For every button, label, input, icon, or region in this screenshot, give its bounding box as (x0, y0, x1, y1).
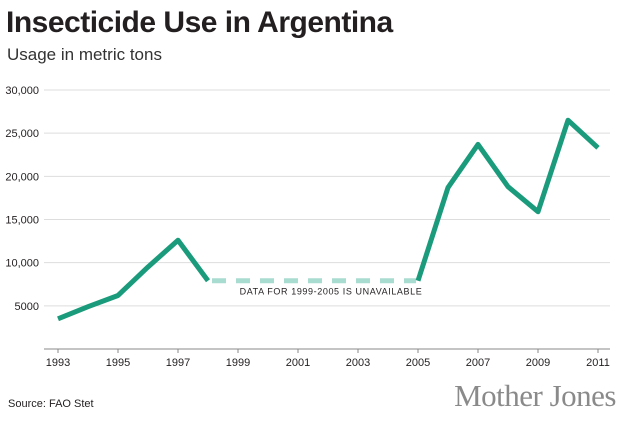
x-tick-label: 2011 (586, 357, 610, 369)
y-tick-label: 25,000 (5, 128, 39, 140)
y-tick-label: 5000 (15, 301, 39, 313)
source-note: Source: FAO Stet (8, 398, 94, 410)
x-tick-label: 1993 (46, 357, 70, 369)
y-tick-label: 15,000 (5, 215, 39, 227)
y-tick-label: 30,000 (5, 85, 39, 97)
y-tick-label: 10,000 (5, 258, 39, 270)
x-tick-label: 2005 (406, 357, 430, 369)
brand-logo: Mother Jones (454, 378, 616, 413)
x-tick-label: 2009 (526, 357, 550, 369)
x-tick-label: 1999 (226, 357, 250, 369)
x-tick-label: 2007 (466, 357, 490, 369)
gap-annotation: DATA FOR 1999-2005 IS UNAVAILABLE (240, 286, 423, 296)
x-tick-label: 1997 (166, 357, 190, 369)
y-tick-label: 20,000 (5, 171, 39, 183)
x-tick-label: 2001 (286, 357, 310, 369)
series-line-2 (415, 117, 600, 282)
chart-title: Insecticide Use in Argentina (6, 6, 393, 39)
series-line-1 (57, 237, 211, 322)
x-tick-label: 2003 (346, 357, 370, 369)
x-tick-label: 1995 (106, 357, 130, 369)
chart-subtitle: Usage in metric tons (7, 45, 162, 64)
